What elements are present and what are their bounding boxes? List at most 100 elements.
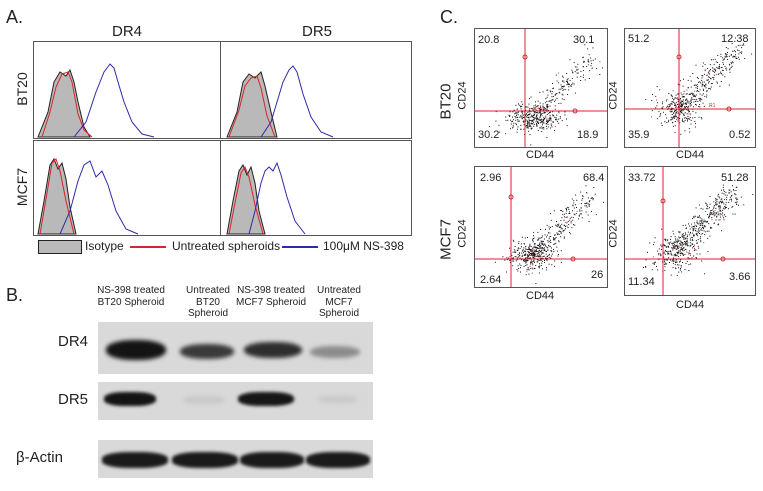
event-dot xyxy=(571,77,573,79)
event-dot xyxy=(666,106,668,108)
event-dot xyxy=(685,244,687,246)
event-dot xyxy=(686,237,688,239)
event-dot xyxy=(540,229,542,230)
event-dot xyxy=(547,244,549,246)
event-dot xyxy=(683,93,685,95)
event-dot xyxy=(686,113,688,115)
event-dot xyxy=(566,210,568,212)
event-dot xyxy=(695,85,697,87)
event-dot xyxy=(656,105,658,107)
event-dot xyxy=(689,234,691,236)
event-dot xyxy=(537,253,539,255)
event-dot xyxy=(691,92,693,94)
event-dot xyxy=(725,204,727,206)
event-dot xyxy=(675,239,677,241)
event-dot xyxy=(678,264,680,266)
event-dot xyxy=(514,251,516,253)
event-dot xyxy=(717,224,719,226)
event-dot xyxy=(681,247,682,249)
event-dot xyxy=(710,212,712,214)
event-dot xyxy=(721,192,723,194)
event-dot xyxy=(546,109,548,111)
event-dot xyxy=(702,84,704,86)
event-dot xyxy=(679,251,681,253)
event-dot xyxy=(537,231,539,233)
event-dot xyxy=(712,212,714,214)
event-dot xyxy=(525,246,527,248)
event-dot xyxy=(578,218,580,220)
event-dot xyxy=(658,110,660,112)
event-dot xyxy=(707,220,709,222)
event-dot xyxy=(541,262,543,264)
event-dot xyxy=(530,122,532,124)
event-dot xyxy=(528,254,530,256)
event-dot xyxy=(525,265,527,266)
event-dot xyxy=(543,112,545,114)
event-dot xyxy=(576,72,578,74)
event-dot xyxy=(682,236,684,238)
event-dot xyxy=(541,120,543,122)
event-dot xyxy=(718,205,720,207)
event-dot xyxy=(690,93,691,95)
event-dot xyxy=(732,61,734,63)
event-dot xyxy=(689,232,691,234)
event-dot xyxy=(702,102,704,104)
event-dot xyxy=(529,134,531,135)
event-dot xyxy=(528,111,530,113)
event-dot xyxy=(688,270,690,271)
event-dot xyxy=(670,111,672,113)
event-dot xyxy=(531,254,532,256)
event-dot xyxy=(718,219,720,221)
event-dot xyxy=(546,108,548,110)
event-dot xyxy=(686,227,687,229)
event-dot xyxy=(525,116,527,118)
event-dot xyxy=(533,235,534,237)
event-dot xyxy=(695,103,696,105)
event-dot xyxy=(698,204,700,206)
event-dot xyxy=(660,113,662,115)
event-dot xyxy=(538,252,540,254)
event-dot xyxy=(676,111,678,113)
event-dot xyxy=(553,210,555,212)
event-dot xyxy=(725,47,727,48)
event-dot xyxy=(551,126,553,128)
event-dot xyxy=(556,232,558,234)
event-dot xyxy=(685,228,687,229)
event-dot xyxy=(709,196,711,197)
event-dot xyxy=(550,123,552,125)
event-dot xyxy=(543,249,545,251)
event-dot xyxy=(516,108,518,110)
event-dot xyxy=(707,68,709,69)
event-dot xyxy=(671,109,673,111)
event-dot xyxy=(735,197,737,199)
event-dot xyxy=(695,257,697,259)
event-dot xyxy=(680,112,682,114)
event-dot xyxy=(670,253,672,255)
event-dot xyxy=(718,66,720,67)
event-dot xyxy=(567,82,569,84)
event-dot xyxy=(673,255,675,257)
event-dot xyxy=(675,259,677,261)
event-dot xyxy=(721,198,723,200)
event-dot xyxy=(534,111,536,113)
event-dot xyxy=(686,251,688,253)
event-dot xyxy=(536,255,538,257)
event-dot xyxy=(557,254,559,255)
event-dot xyxy=(715,70,717,71)
event-dot xyxy=(519,247,521,249)
event-dot xyxy=(595,68,597,69)
event-dot xyxy=(566,125,568,127)
event-dot xyxy=(680,80,681,82)
event-dot xyxy=(672,101,674,103)
event-dot xyxy=(727,52,728,53)
event-dot xyxy=(674,104,676,106)
event-dot xyxy=(539,249,541,251)
event-dot xyxy=(694,222,696,224)
event-dot xyxy=(719,205,721,207)
event-dot xyxy=(708,87,710,89)
event-dot xyxy=(543,238,545,240)
event-dot xyxy=(562,230,564,232)
event-dot xyxy=(720,56,722,58)
event-dot xyxy=(556,225,558,227)
event-dot xyxy=(706,221,707,223)
